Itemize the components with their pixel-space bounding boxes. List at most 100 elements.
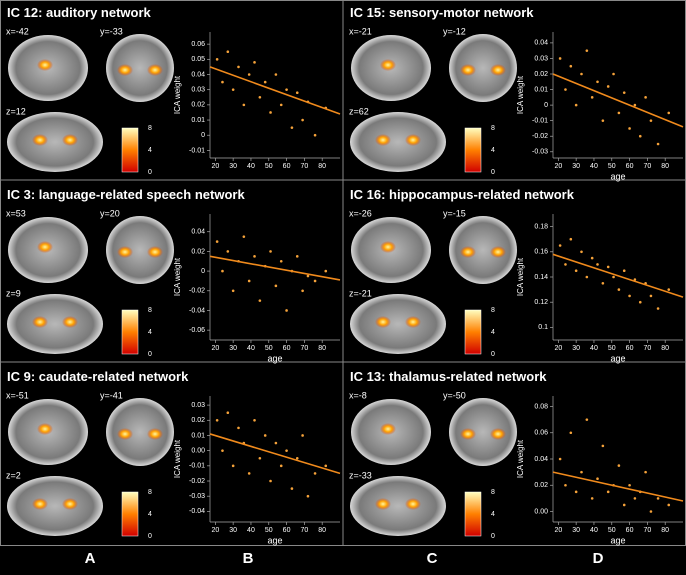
y-tick-label: 0 [201,132,205,139]
point [558,457,562,461]
y-tick-label: 0.12 [534,299,548,306]
point [580,250,583,254]
point [231,88,235,91]
x-tick-label: 30 [229,345,237,352]
point [558,57,562,60]
point [269,111,272,114]
colorbar-tick-label: 8 [148,125,152,132]
x-tick-label: 40 [590,163,598,170]
point [628,294,631,298]
panel-title: IC 9: caudate-related network [7,369,189,384]
y-tick-label: 0.02 [534,482,548,489]
point [313,133,317,137]
x-tick-label: 50 [265,527,273,534]
colorbar-tick-label: 8 [491,307,495,314]
x-tick-label: 80 [661,527,669,534]
slice-coordinate: x=-8 [349,390,367,400]
point [295,255,299,258]
activation [37,241,53,253]
point [279,464,283,468]
activation [62,134,78,146]
x-tick-label: 70 [300,345,308,352]
y-tick-label: 0.03 [191,402,205,409]
y-tick-label: 0.05 [191,56,205,63]
point [649,294,653,298]
point [606,490,610,494]
point [601,444,605,448]
slice-coordinate: y=-12 [443,26,466,36]
activation [37,423,53,435]
point [656,307,660,310]
slice-coordinate: z=62 [349,106,369,116]
point [596,263,599,266]
point [313,279,317,283]
colorbar [464,309,482,355]
point [247,73,251,76]
y-tick-label: -0.02 [189,478,205,485]
point [601,282,605,285]
x-tick-label: 60 [626,527,634,534]
x-tick-label: 20 [554,527,562,534]
colorbar-tick-label: 4 [491,147,495,154]
activation [62,316,78,328]
activation [380,241,396,253]
y-tick-label: 0.00 [191,447,205,454]
y-axis-label: ICA weight [173,257,182,296]
y-tick-label: 0.14 [534,274,548,281]
activation [375,498,391,510]
point [237,426,240,430]
activation [375,134,391,146]
point [247,472,251,475]
point [301,118,304,122]
colorbar-tick-label: 0 [491,533,495,540]
point [306,274,310,278]
y-tick-label: -0.04 [189,307,205,314]
activation [37,59,53,71]
x-tick-label: 50 [608,345,616,352]
trend-line [209,433,341,475]
x-tick-label: 60 [626,163,634,170]
trend-line [552,73,684,128]
x-tick-label: 70 [643,163,651,170]
point [215,240,219,243]
y-tick-label: 0.02 [191,248,205,255]
point [295,91,299,95]
point [606,265,610,269]
point [569,237,573,241]
colorbar [121,491,139,537]
point [285,309,288,312]
slice-coordinate: x=-51 [6,390,29,400]
y-tick-label: 0.06 [534,430,548,437]
y-tick-label: 0.16 [534,249,548,256]
point [633,497,637,500]
axial-slice [350,112,446,172]
point [285,88,288,91]
point [574,103,578,107]
point [263,434,267,437]
x-tick-label: 50 [265,345,273,352]
colorbar-tick-label: 8 [148,307,152,314]
x-tick-label: 20 [211,527,219,534]
slice-coordinate: x=-21 [349,26,372,36]
y-tick-label: 0.08 [534,403,548,410]
x-tick-label: 30 [229,163,237,170]
y-tick-label: 0 [544,102,548,109]
x-tick-label: 50 [608,527,616,534]
x-tick-label: 30 [572,527,580,534]
point [301,434,304,437]
x-tick-label: 80 [661,163,669,170]
point [290,487,294,490]
point [590,497,594,500]
x-tick-label: 40 [247,345,255,352]
colorbar [121,127,139,173]
y-tick-label: 0.03 [191,87,205,94]
x-axis-label: age [267,353,282,363]
point [258,95,262,99]
activation [117,246,133,258]
x-tick-label: 60 [283,163,291,170]
y-tick-label: 0.03 [534,55,548,62]
colorbar-tick-label: 4 [148,329,152,336]
point [237,65,240,69]
coronal-slice [106,398,174,466]
point [242,235,246,238]
